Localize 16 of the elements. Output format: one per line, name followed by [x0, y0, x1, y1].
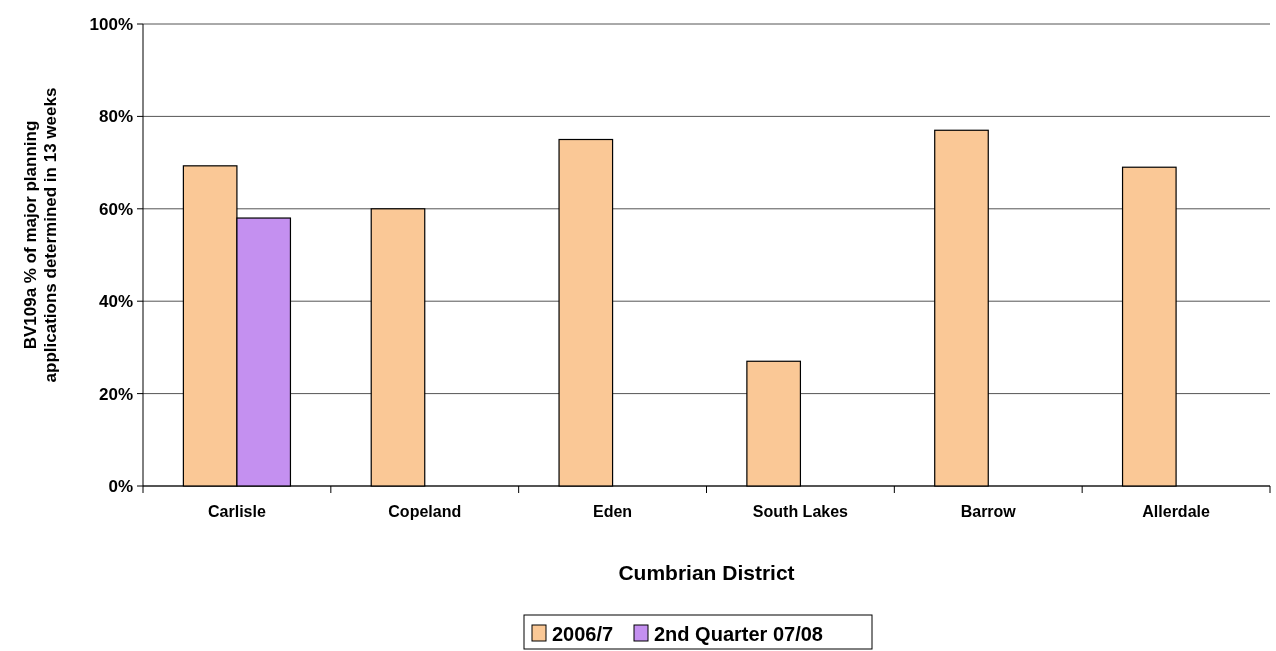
x-tick-label: Eden [593, 503, 633, 520]
x-tick-label: South Lakes [752, 503, 849, 520]
legend-label: 2nd Quarter 07/08 [654, 623, 823, 645]
y-tick-label: 0% [108, 476, 133, 496]
legend-label: 2006/7 [552, 623, 614, 645]
y-tick-label: 40% [98, 292, 133, 312]
x-axis-title: Cumbrian District [618, 561, 795, 584]
x-tick-label: Copeland [388, 503, 462, 520]
x-tick-label: Carlisle [208, 503, 266, 520]
y-tick-label: 80% [98, 107, 133, 127]
x-tick-label: Allerdale [1142, 503, 1210, 520]
x-tick-label: Barrow [960, 503, 1017, 520]
y-tick-label: 60% [98, 199, 133, 219]
y-tick-label: 100% [89, 14, 133, 34]
y-tick-label: 20% [98, 384, 133, 404]
y-axis-title: BV109a % of major planning applications determined in 13 weeks [21, 87, 60, 383]
